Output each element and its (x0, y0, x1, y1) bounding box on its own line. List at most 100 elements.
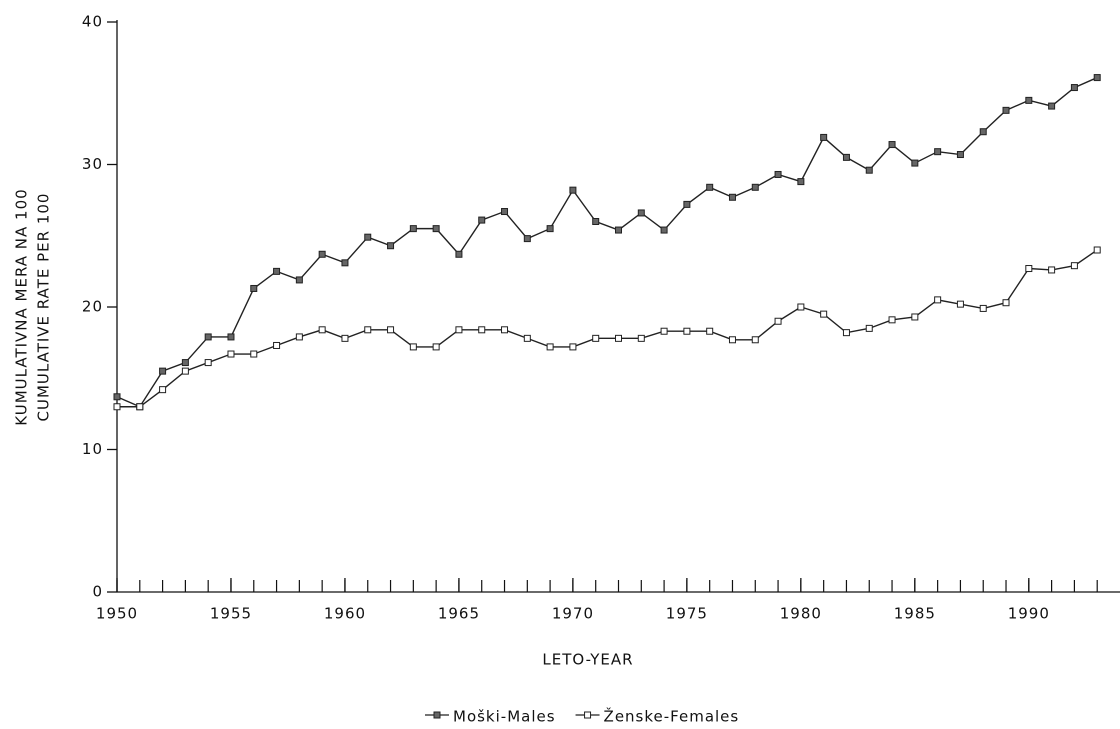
marker (523, 235, 531, 243)
marker (478, 216, 486, 224)
x-tick-label: 1955 (210, 605, 252, 623)
marker (911, 159, 919, 167)
marker (683, 200, 691, 208)
marker (1093, 74, 1101, 82)
x-tick-label: 1970 (552, 605, 594, 623)
marker (660, 226, 668, 234)
marker (751, 183, 759, 191)
marker (136, 403, 144, 411)
marker (888, 316, 896, 324)
y-axis-label: CUMULATIVE RATE PER 100 (35, 193, 53, 422)
marker (432, 343, 440, 351)
legend-label: Moški-Males (453, 708, 556, 726)
marker (273, 341, 281, 349)
marker (523, 334, 531, 342)
marker (113, 403, 121, 411)
marker (615, 334, 622, 342)
marker (888, 141, 896, 149)
marker (979, 128, 987, 136)
y-tick-label: 40 (82, 13, 103, 31)
marker (501, 208, 509, 216)
marker (227, 333, 235, 341)
marker (911, 313, 919, 321)
marker (159, 386, 167, 394)
marker (820, 310, 828, 318)
marker (569, 186, 577, 194)
marker (295, 276, 303, 284)
y-tick-label: 20 (82, 298, 103, 316)
y-tick-label: 0 (92, 583, 103, 601)
marker (113, 393, 121, 401)
marker (546, 225, 554, 233)
marker (569, 343, 577, 351)
marker (364, 326, 372, 334)
marker (1048, 266, 1056, 274)
marker (615, 226, 622, 234)
marker (159, 367, 167, 375)
marker (364, 233, 372, 241)
marker (1002, 106, 1010, 114)
marker (820, 133, 828, 141)
marker (387, 326, 395, 334)
marker (501, 326, 509, 334)
marker (409, 225, 417, 233)
marker (842, 153, 850, 161)
marker (181, 367, 189, 375)
marker (728, 193, 736, 201)
marker (956, 300, 964, 308)
x-axis-label: LETO-YEAR (542, 651, 633, 669)
marker (432, 225, 440, 233)
marker (842, 329, 850, 337)
marker (706, 183, 714, 191)
marker (865, 324, 873, 332)
marker (934, 296, 942, 304)
x-tick-label: 1950 (96, 605, 138, 623)
x-tick-label: 1980 (780, 605, 822, 623)
marker (387, 242, 395, 250)
series-line (116, 76, 1098, 408)
marker (956, 151, 964, 159)
marker (728, 336, 736, 344)
series-line (117, 249, 1098, 408)
marker (318, 250, 326, 258)
marker (1048, 102, 1056, 110)
x-tick-label: 1990 (1008, 605, 1050, 623)
marker (865, 166, 873, 174)
marker (979, 304, 987, 312)
legend-marker (584, 711, 592, 719)
marker (751, 336, 759, 344)
marker (318, 326, 326, 334)
marker (797, 303, 805, 311)
marker (204, 333, 212, 341)
marker (683, 327, 691, 335)
marker (592, 334, 600, 342)
marker (706, 327, 714, 335)
marker (455, 326, 463, 334)
y-tick-label: 30 (82, 155, 103, 173)
marker (250, 284, 258, 292)
marker (637, 209, 645, 217)
marker (478, 326, 486, 334)
marker (1025, 265, 1033, 273)
marker (273, 267, 281, 275)
marker (204, 359, 212, 367)
marker (341, 334, 349, 342)
marker (295, 333, 303, 341)
marker (1025, 96, 1033, 104)
marker (250, 350, 258, 358)
marker (409, 343, 417, 351)
x-tick-label: 1960 (324, 605, 366, 623)
x-tick-label: 1975 (666, 605, 708, 623)
marker (1070, 262, 1078, 270)
y-tick-label: 10 (82, 440, 103, 458)
legend-marker (433, 711, 441, 719)
marker (774, 317, 782, 325)
marker (341, 259, 349, 267)
marker (1093, 246, 1101, 254)
marker (227, 350, 235, 358)
marker (774, 170, 782, 178)
marker (181, 359, 189, 367)
x-tick-label: 1985 (894, 605, 936, 623)
marker (660, 327, 668, 335)
